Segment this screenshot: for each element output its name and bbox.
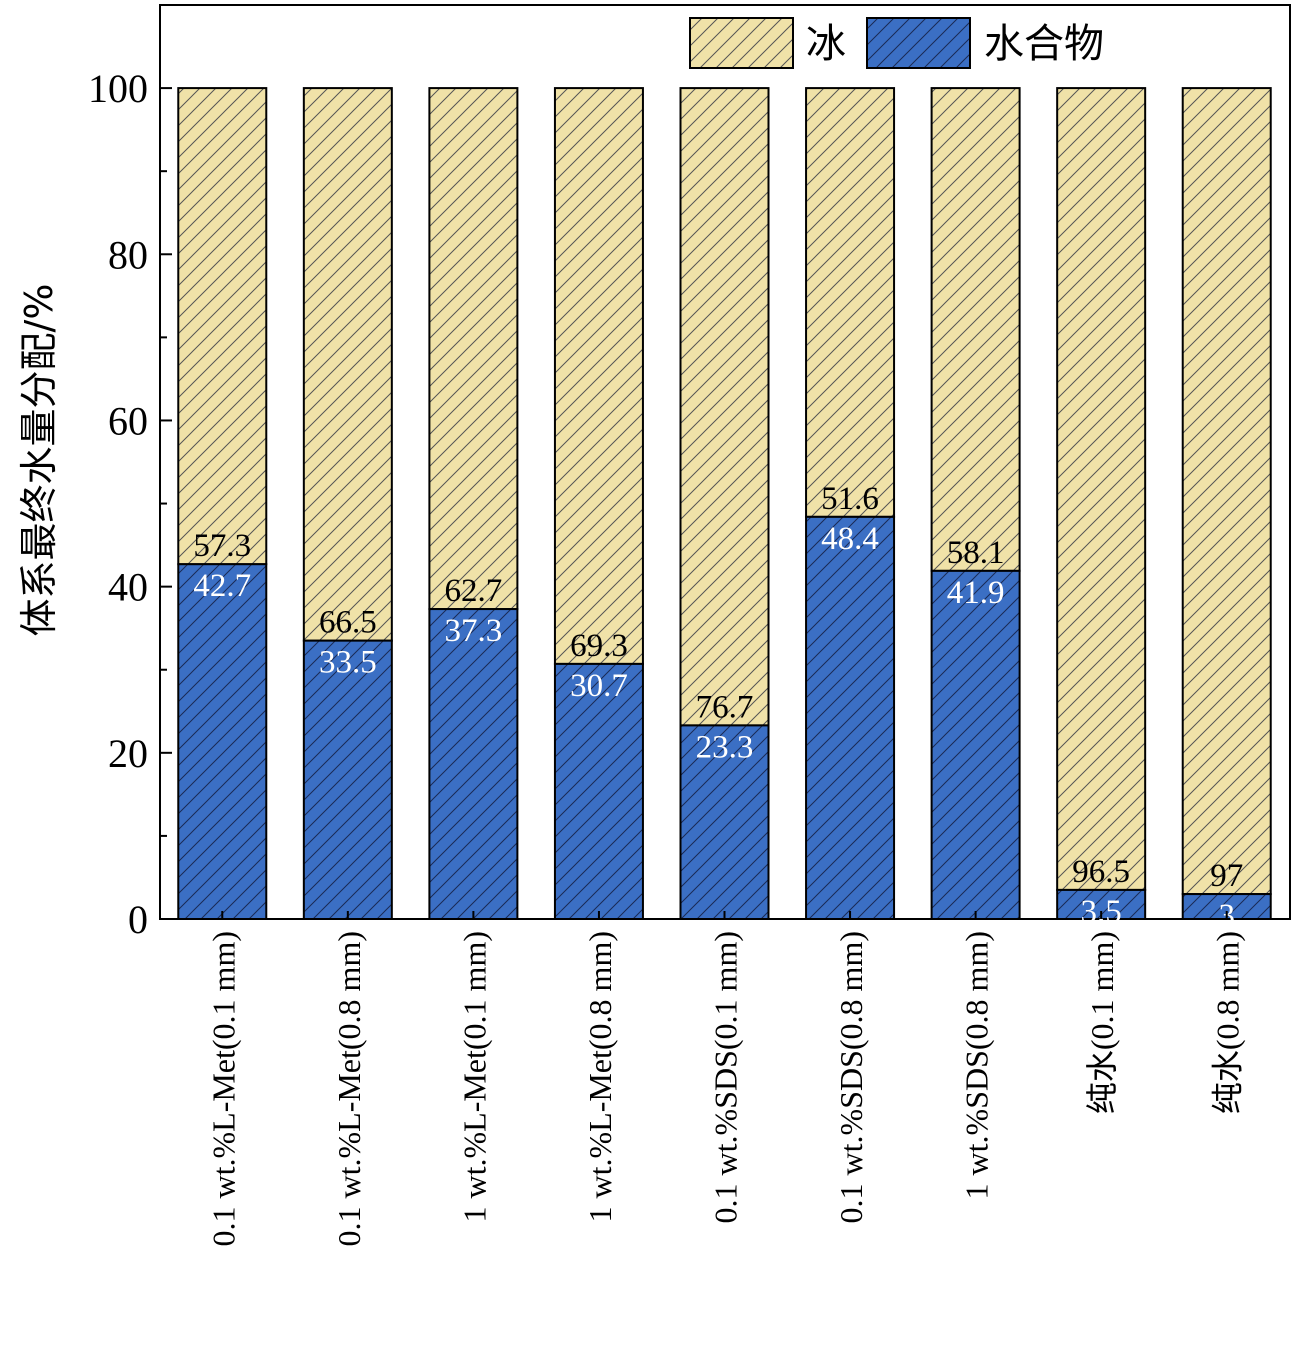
bar-hydrate bbox=[302, 639, 393, 920]
legend-hydrate-label: 水合物 bbox=[984, 21, 1104, 67]
bar-ice bbox=[930, 87, 1021, 572]
legend-hydrate-swatch bbox=[866, 17, 971, 69]
category-label: 0.1 wt.%L-Met(0.8 mm) bbox=[331, 931, 367, 1247]
bar-hydrate bbox=[553, 662, 644, 920]
y-tick-label: 0 bbox=[128, 897, 148, 942]
data-label-ice: 97 bbox=[1210, 858, 1243, 894]
bar-ice bbox=[679, 87, 770, 727]
category-label: 1 wt.%L-Met(0.8 mm) bbox=[582, 931, 618, 1223]
bar-hydrate bbox=[805, 515, 896, 921]
data-label-ice: 62.7 bbox=[445, 573, 503, 609]
data-label-hydrate: 48.4 bbox=[821, 521, 879, 557]
bar-hydrate bbox=[930, 569, 1021, 921]
bar-hydrate bbox=[679, 724, 770, 921]
plot-area: 0 20 40 60 80 100 57.3 42.7 0.1 wt.%L-Met(0.1 mm… bbox=[88, 4, 1291, 1247]
category-label: 纯水(0.1 mm) bbox=[1084, 931, 1120, 1114]
y-tick-label: 20 bbox=[108, 731, 148, 776]
bar-ice bbox=[177, 87, 268, 566]
data-label-ice: 51.6 bbox=[821, 481, 879, 517]
data-label-ice: 69.3 bbox=[570, 628, 628, 664]
y-tick-label: 100 bbox=[88, 66, 148, 111]
data-label-hydrate: 42.7 bbox=[193, 568, 251, 604]
legend-ice-swatch bbox=[689, 17, 794, 69]
bar-ice bbox=[553, 87, 644, 665]
data-label-ice: 66.5 bbox=[319, 605, 377, 641]
category-label: 0.1 wt.%SDS(0.1 mm) bbox=[708, 931, 744, 1223]
category-label: 1 wt.%L-Met(0.1 mm) bbox=[456, 931, 492, 1223]
category-label: 0.1 wt.%L-Met(0.1 mm) bbox=[205, 931, 241, 1247]
bar-ice bbox=[428, 87, 519, 611]
bar-hydrate bbox=[428, 608, 519, 920]
bar-ice bbox=[805, 87, 896, 518]
data-label-hydrate: 33.5 bbox=[319, 645, 377, 681]
bar-ice bbox=[302, 87, 393, 642]
category-label: 1 wt.%SDS(0.8 mm) bbox=[959, 931, 995, 1199]
y-axis-label: 体系最终水量分配/% bbox=[17, 284, 61, 637]
data-label-hydrate: 30.7 bbox=[570, 668, 628, 704]
bar-hydrate bbox=[177, 563, 268, 921]
category-label: 纯水(0.8 mm) bbox=[1210, 931, 1246, 1114]
y-tick-label: 80 bbox=[108, 232, 148, 277]
data-label-ice: 96.5 bbox=[1072, 854, 1130, 890]
data-label-ice: 58.1 bbox=[947, 535, 1005, 571]
category-label: 0.1 wt.%SDS(0.8 mm) bbox=[833, 931, 869, 1223]
data-label-hydrate: 41.9 bbox=[947, 575, 1005, 611]
data-label-ice: 57.3 bbox=[193, 528, 251, 564]
legend-ice-label: 冰 bbox=[806, 21, 846, 67]
data-label-hydrate: 37.3 bbox=[445, 613, 503, 649]
data-label-ice: 76.7 bbox=[696, 689, 754, 725]
data-label-hydrate: 23.3 bbox=[696, 729, 754, 765]
bar-ice bbox=[1056, 87, 1147, 891]
y-tick-label: 60 bbox=[108, 398, 148, 443]
legend: 冰 水合物 bbox=[689, 17, 1104, 69]
y-tick-label: 40 bbox=[108, 565, 148, 610]
bar-ice bbox=[1181, 87, 1272, 896]
